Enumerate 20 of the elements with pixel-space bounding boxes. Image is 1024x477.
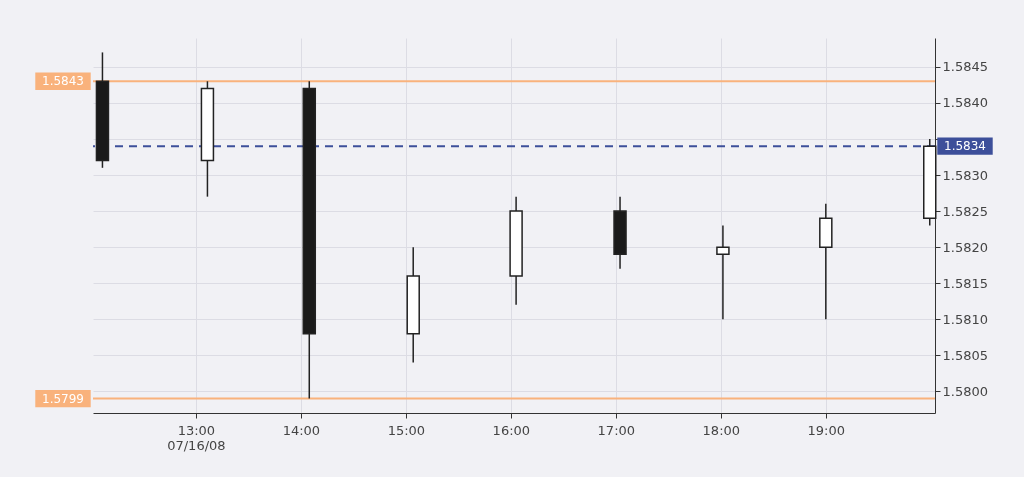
y-tick-label: 1.5820 — [942, 239, 988, 255]
x-tick-label: 16:00 — [492, 422, 531, 438]
y-tick-label: 1.5830 — [942, 167, 988, 183]
x-tick-label: 18:00 — [702, 422, 741, 438]
x-tick-label: 15:00 — [387, 422, 426, 438]
y-tick-label: 1.5840 — [942, 95, 988, 111]
ref-line-label: 1.5799 — [42, 391, 84, 406]
x-tick-label: 17:00 — [597, 422, 636, 438]
candlestick — [716, 224, 730, 320]
x-tick-label: 19:00 — [807, 422, 846, 438]
y-tick-label: 1.5845 — [942, 59, 988, 75]
y-tick-label: 1.5810 — [942, 311, 988, 327]
y-tick-label: 1.5800 — [942, 383, 988, 399]
y-tick-label: 1.5815 — [942, 275, 988, 291]
ref-line-label: 1.5834 — [944, 139, 986, 154]
y-tick-label: 1.5805 — [942, 347, 988, 363]
y-tick-label: 1.5825 — [942, 203, 988, 219]
x-tick-label: 14:00 — [282, 422, 321, 438]
x-tick-label: 13:00 07/16/08 — [167, 422, 226, 453]
ref-line-label: 1.5843 — [42, 74, 84, 89]
